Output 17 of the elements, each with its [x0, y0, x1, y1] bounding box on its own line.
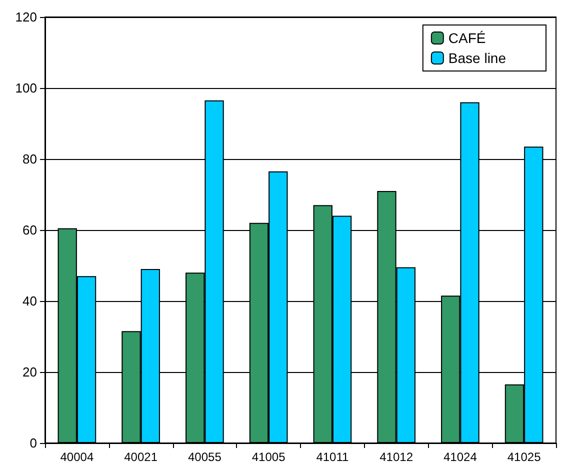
y-tick-label: 40 — [22, 294, 37, 308]
x-tick-label: 40021 — [124, 450, 158, 464]
y-tick-label: 80 — [22, 152, 37, 166]
y-tick-label: 0 — [30, 436, 37, 450]
y-tick-label: 100 — [15, 80, 37, 96]
x-tick-label: 40055 — [188, 450, 222, 464]
x-tick-label: 40004 — [60, 450, 94, 464]
legend-label: CAFÉ — [448, 30, 486, 46]
legend-label: Base line — [448, 50, 506, 66]
x-tick-label: 41005 — [252, 450, 286, 464]
x-tick-label: 41024 — [444, 450, 478, 464]
x-tick-label: 41025 — [507, 450, 542, 464]
y-tick-label: 20 — [22, 364, 37, 380]
x-tick-label: 41012 — [380, 450, 414, 464]
x-tick-label: 41011 — [316, 450, 349, 464]
y-tick-label: 60 — [22, 222, 37, 238]
y-tick-label: 120 — [15, 10, 37, 24]
